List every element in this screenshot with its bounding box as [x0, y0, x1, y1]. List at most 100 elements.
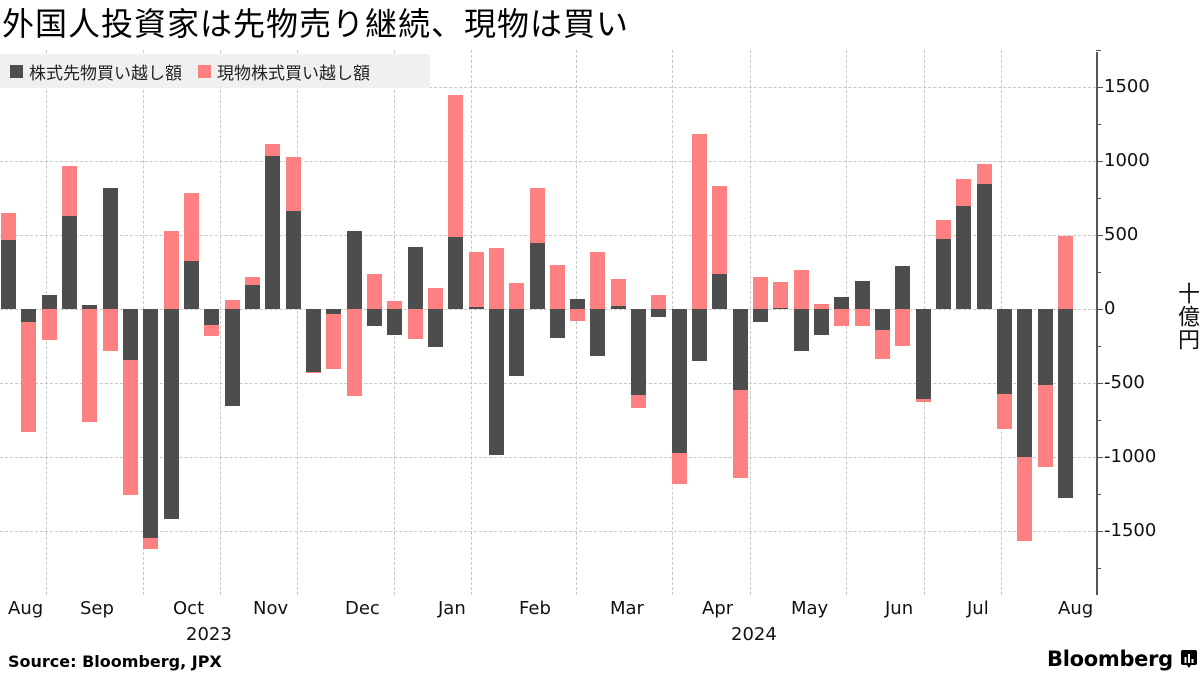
bar-futures — [428, 309, 443, 348]
bar-futures — [204, 309, 219, 325]
y-tick — [1096, 50, 1101, 51]
v-gridline — [576, 50, 577, 595]
bar-futures — [184, 261, 199, 309]
bar-futures — [753, 309, 768, 323]
bloomberg-chart-icon — [1180, 650, 1197, 668]
bar-cash — [631, 394, 646, 408]
x-year-label: 2023 — [186, 624, 232, 645]
bar-futures — [672, 309, 687, 453]
x-tick-label: Mar — [610, 598, 644, 619]
bar-cash — [916, 398, 931, 402]
bar-futures — [1038, 309, 1053, 386]
bar-futures — [834, 297, 849, 309]
bar-cash — [875, 330, 890, 360]
source-note: Source: Bloomberg, JPX — [8, 652, 222, 671]
bar-cash — [590, 252, 605, 309]
chart-title: 外国人投資家は先物売り継続、現物は買い — [2, 5, 630, 43]
h-gridline — [0, 531, 1096, 532]
x-tick-label: Jul — [967, 598, 989, 619]
y-tick-label: -1000 — [1104, 446, 1157, 467]
y-tick — [1096, 420, 1101, 421]
x-tick-label: Feb — [519, 598, 551, 619]
bar-futures — [21, 309, 36, 323]
bar-futures — [143, 309, 158, 538]
bar-cash — [773, 282, 788, 308]
legend-swatch-cash-icon — [198, 64, 211, 78]
y-tick — [1096, 346, 1101, 347]
y-tick — [1096, 87, 1103, 88]
bar-futures — [651, 309, 666, 317]
bar-futures — [997, 309, 1012, 394]
h-gridline — [0, 309, 1096, 310]
legend-item-cash: 現物株式買い越し額 — [198, 59, 370, 84]
bar-futures — [286, 211, 301, 309]
bar-futures — [62, 216, 77, 309]
h-gridline — [0, 87, 1096, 88]
brand-logo: Bloomberg — [1047, 647, 1197, 671]
x-tick-label: Sep — [80, 598, 114, 619]
y-axis-line — [1096, 52, 1098, 595]
bar-futures — [1, 240, 16, 309]
bar-futures — [794, 309, 809, 352]
x-tick-label: Dec — [345, 598, 380, 619]
bar-cash — [184, 192, 199, 262]
y-tick-label: 0 — [1104, 298, 1116, 319]
bar-futures — [611, 306, 626, 309]
x-tick-label: Apr — [702, 598, 734, 619]
bar-cash — [245, 277, 260, 286]
x-tick-label: Aug — [1058, 598, 1094, 619]
bar-futures — [469, 307, 484, 309]
y-tick — [1096, 198, 1101, 199]
bar-cash — [387, 301, 402, 309]
bar-cash — [143, 537, 158, 550]
y-tick-label: 1000 — [1104, 150, 1150, 171]
x-tick-label: Nov — [253, 598, 289, 619]
bar-futures — [489, 309, 504, 455]
bar-cash — [448, 94, 463, 238]
bar-futures — [123, 309, 138, 361]
bar-cash — [489, 248, 504, 309]
bar-futures — [570, 298, 585, 309]
bar-cash — [672, 453, 687, 484]
bar-cash — [712, 186, 727, 275]
x-tick-label: May — [791, 598, 829, 619]
bar-cash — [1, 212, 16, 241]
legend: 株式先物買い越し額 現物株式買い越し額 — [0, 54, 430, 88]
h-gridline — [0, 161, 1096, 162]
bar-cash — [123, 360, 138, 496]
bar-futures — [733, 309, 748, 390]
bar-cash — [550, 265, 565, 309]
y-tick — [1096, 161, 1103, 162]
bar-cash — [225, 299, 240, 309]
bar-cash — [692, 134, 707, 309]
bar-futures — [367, 309, 382, 327]
bar-cash — [977, 163, 992, 184]
bar-futures — [977, 183, 992, 309]
bar-cash — [611, 278, 626, 307]
bar-futures — [550, 309, 565, 338]
bar-futures — [509, 309, 524, 377]
bar-futures — [530, 242, 545, 309]
legend-item-futures: 株式先物買い越し額 — [10, 59, 182, 84]
x-tick-label: Jun — [885, 598, 914, 619]
bar-cash — [265, 143, 280, 156]
v-gridline — [471, 50, 472, 595]
v-gridline — [297, 50, 298, 595]
h-gridline — [0, 383, 1096, 384]
bar-cash — [1017, 457, 1032, 542]
y-tick-label: -1500 — [1104, 520, 1157, 541]
bar-cash — [1038, 385, 1053, 468]
bar-cash — [834, 309, 849, 327]
bar-futures — [773, 307, 788, 309]
y-tick — [1096, 568, 1101, 569]
y-tick — [1096, 309, 1103, 310]
x-tick-label: Aug — [8, 598, 44, 619]
y-tick — [1096, 531, 1103, 532]
bar-cash — [42, 309, 57, 341]
y-tick — [1096, 457, 1103, 458]
y-tick — [1096, 494, 1101, 495]
y-tick — [1096, 124, 1101, 125]
x-tick-label: Oct — [173, 598, 205, 619]
bar-futures — [855, 281, 870, 309]
bar-cash — [306, 372, 321, 374]
